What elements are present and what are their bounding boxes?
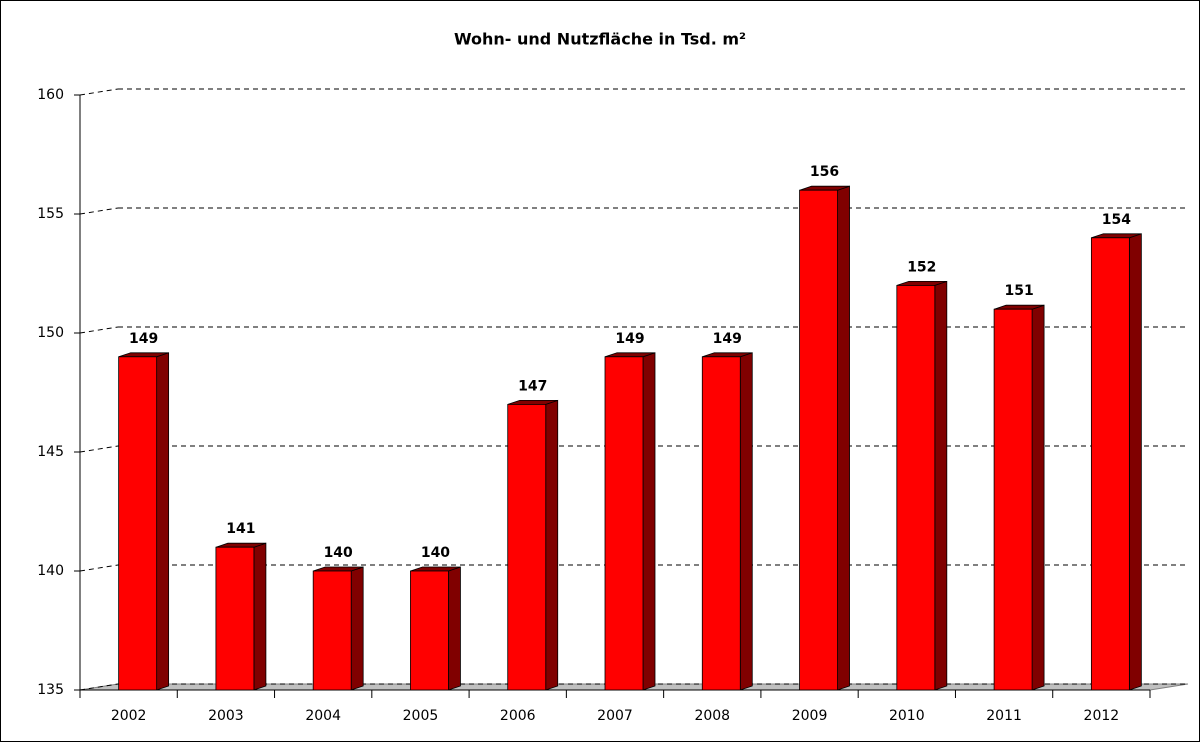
chart-title: Wohn- und Nutzfläche in Tsd. m²	[454, 30, 746, 49]
x-tick-label: 2002	[111, 708, 147, 724]
bar	[507, 403, 547, 691]
value-label: 156	[810, 164, 839, 180]
bar	[410, 570, 449, 691]
x-tick-label: 2004	[305, 708, 341, 724]
x-tick-label: 2009	[792, 708, 828, 724]
value-label: 149	[713, 331, 742, 347]
value-label: 147	[518, 378, 547, 394]
value-label: 149	[615, 331, 644, 347]
bar-side	[1031, 304, 1045, 691]
bar	[993, 308, 1033, 691]
y-tick-label: 145	[37, 444, 64, 460]
y-tick-label: 155	[37, 206, 64, 222]
value-label: 149	[129, 331, 158, 347]
x-tick-label: 2003	[208, 708, 244, 724]
bar	[701, 356, 741, 691]
x-tick-label: 2011	[986, 708, 1022, 724]
bar-side	[156, 352, 170, 691]
value-label: 151	[1004, 283, 1033, 299]
x-tick-label: 2012	[1084, 708, 1120, 724]
value-label: 152	[907, 259, 936, 275]
x-tick-label: 2008	[694, 708, 730, 724]
x-tick-label: 2010	[889, 708, 925, 724]
y-tick-label: 150	[37, 325, 64, 341]
x-tick-label: 2005	[403, 708, 439, 724]
bar	[896, 284, 936, 691]
grid-line	[79, 564, 119, 572]
bar-side	[448, 566, 461, 691]
value-label: 140	[324, 545, 353, 561]
bar-side	[837, 185, 850, 691]
bar-side	[642, 352, 656, 691]
bar	[604, 356, 644, 691]
x-tick-label: 2007	[597, 708, 633, 724]
bar	[799, 189, 838, 691]
value-label: 141	[226, 521, 255, 537]
y-tick-label: 160	[37, 87, 64, 103]
y-tick-label: 135	[37, 682, 64, 698]
value-label: 154	[1102, 212, 1131, 228]
grid-line	[79, 207, 119, 215]
bar-side	[934, 280, 948, 691]
bar	[312, 570, 352, 691]
bar-side	[1128, 233, 1142, 691]
bar-side	[350, 566, 364, 691]
bar-side	[545, 399, 559, 691]
grid-line	[79, 326, 119, 334]
bar	[215, 546, 255, 691]
bar-side	[253, 542, 267, 691]
bar-side	[739, 352, 753, 691]
value-label: 140	[421, 545, 450, 561]
grid-line	[79, 88, 119, 96]
grid-line	[79, 445, 119, 453]
grid-line	[79, 683, 119, 691]
y-tick-label: 140	[37, 563, 64, 579]
bar	[1090, 237, 1130, 691]
x-tick-label: 2006	[500, 708, 536, 724]
bar	[118, 356, 158, 691]
